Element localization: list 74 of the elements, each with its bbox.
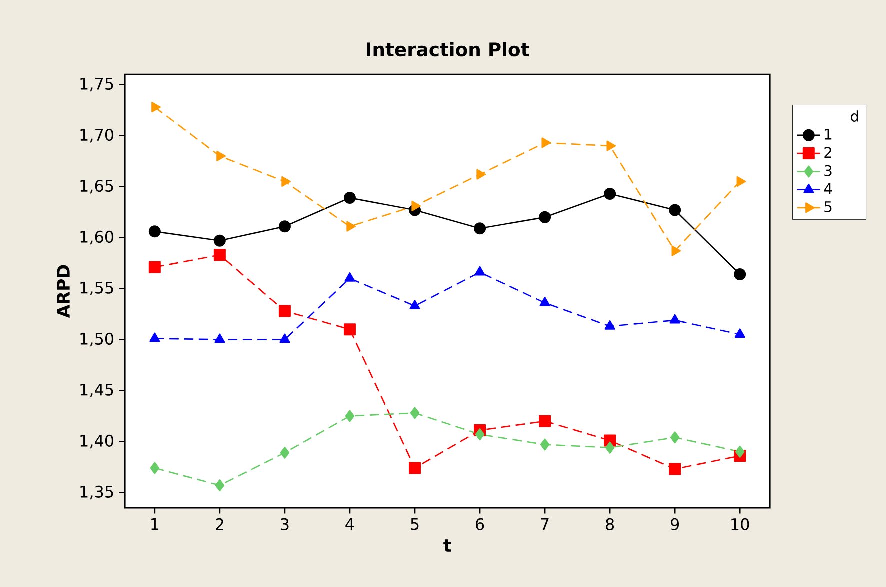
legend-label: 4 [824, 184, 832, 194]
point [410, 300, 420, 310]
y-tick-label: 1,70 [80, 128, 114, 143]
point [344, 324, 356, 336]
point [604, 320, 616, 330]
point [474, 266, 486, 276]
legend-label: 1 [825, 129, 832, 140]
point [344, 272, 356, 282]
point [152, 102, 161, 113]
point [669, 204, 682, 216]
point [672, 246, 682, 256]
point [216, 150, 226, 162]
legend-label: 5 [824, 202, 832, 212]
y-axis-title: ARPD [57, 265, 70, 318]
point [539, 415, 552, 428]
y-tick-label: 1,35 [80, 486, 114, 500]
point [605, 442, 615, 454]
point [148, 226, 161, 238]
point [344, 192, 356, 204]
point [280, 334, 290, 344]
x-tick-label: 2 [216, 518, 224, 530]
point [540, 438, 550, 451]
point [539, 211, 552, 224]
point [410, 407, 420, 420]
chart-title: Interaction Plot [366, 42, 530, 57]
x-axis-title: t [444, 540, 452, 552]
point [214, 334, 226, 344]
point [604, 188, 616, 200]
point [606, 140, 616, 152]
point [278, 305, 291, 318]
x-tick-label: 8 [606, 518, 614, 531]
y-tick-label: 1,50 [80, 332, 114, 347]
point [734, 268, 746, 281]
point [735, 446, 745, 458]
point [282, 176, 291, 188]
y-tick-label: 1,45 [80, 384, 114, 398]
x-tick-label: 3 [281, 518, 289, 531]
y-tick-label: 1,65 [80, 180, 114, 194]
point [346, 221, 356, 232]
point [150, 332, 160, 342]
point [408, 462, 421, 474]
point [345, 410, 355, 422]
point [734, 328, 746, 338]
x-tick-label: 9 [670, 518, 680, 531]
legend-title: d [851, 110, 858, 122]
point [670, 432, 680, 444]
point [214, 234, 226, 247]
point [215, 480, 225, 492]
point [475, 428, 485, 441]
y-tick-label: 1,60 [80, 230, 114, 245]
point [280, 446, 290, 459]
legend-label: 2 [824, 147, 832, 158]
legend-label: 3 [824, 165, 832, 176]
point [278, 220, 291, 233]
point [476, 169, 486, 180]
y-tick-label: 1,40 [80, 434, 114, 449]
point [736, 176, 746, 188]
x-tick-label: 7 [541, 518, 549, 530]
y-tick-label: 1,75 [80, 78, 114, 92]
point [474, 222, 486, 235]
x-tick-label: 5 [411, 518, 419, 530]
x-tick-label: 1 [152, 518, 159, 530]
x-tick-label: 4 [346, 518, 354, 530]
x-tick-label: 6 [476, 518, 484, 531]
point [540, 297, 550, 306]
point [669, 463, 682, 476]
point [670, 314, 680, 324]
point [150, 462, 160, 474]
point [214, 249, 226, 262]
point [148, 261, 161, 274]
x-tick-label: 10 [732, 518, 750, 531]
point [542, 138, 552, 148]
y-tick-label: 1,55 [80, 282, 114, 296]
point [412, 200, 421, 212]
